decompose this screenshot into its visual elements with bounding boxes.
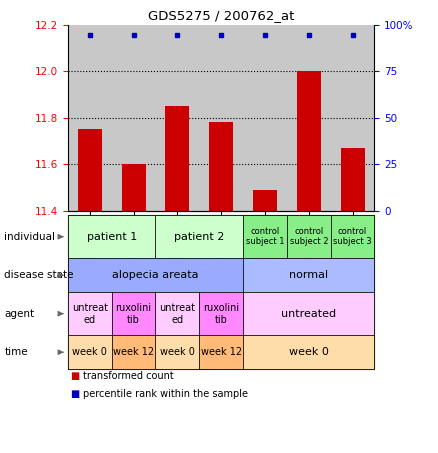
Text: untreat
ed: untreat ed <box>72 303 108 324</box>
Text: untreat
ed: untreat ed <box>159 303 195 324</box>
Text: control
subject 3: control subject 3 <box>333 227 372 246</box>
Bar <box>253 190 277 211</box>
Text: week 12: week 12 <box>113 347 154 357</box>
Text: individual: individual <box>4 231 55 242</box>
Bar <box>287 25 331 211</box>
Text: week 0: week 0 <box>160 347 195 357</box>
Bar <box>78 130 102 211</box>
Text: patient 1: patient 1 <box>87 231 137 242</box>
Text: untreated: untreated <box>281 308 336 319</box>
Text: control
subject 2: control subject 2 <box>290 227 328 246</box>
Text: percentile rank within the sample: percentile rank within the sample <box>83 389 248 399</box>
Text: agent: agent <box>4 308 35 319</box>
Bar <box>199 25 243 211</box>
Text: ■: ■ <box>70 389 79 399</box>
Text: normal: normal <box>289 270 328 280</box>
Text: ■: ■ <box>70 371 79 381</box>
Text: disease state: disease state <box>4 270 74 280</box>
Bar <box>297 71 321 211</box>
Text: patient 2: patient 2 <box>174 231 225 242</box>
Bar <box>243 25 287 211</box>
Bar <box>166 106 190 211</box>
Bar <box>209 122 233 211</box>
Text: week 0: week 0 <box>72 347 107 357</box>
Bar <box>68 25 112 211</box>
Bar <box>122 164 145 211</box>
Text: transformed count: transformed count <box>83 371 174 381</box>
Bar <box>341 148 364 211</box>
Text: time: time <box>4 347 28 357</box>
Text: control
subject 1: control subject 1 <box>246 227 284 246</box>
Text: ruxolini
tib: ruxolini tib <box>203 303 239 324</box>
Text: week 0: week 0 <box>289 347 329 357</box>
Bar <box>155 25 199 211</box>
Text: ruxolini
tib: ruxolini tib <box>116 303 152 324</box>
Text: alopecia areata: alopecia areata <box>112 270 199 280</box>
Title: GDS5275 / 200762_at: GDS5275 / 200762_at <box>148 10 294 22</box>
Bar <box>331 25 374 211</box>
Bar <box>112 25 155 211</box>
Text: week 12: week 12 <box>201 347 242 357</box>
